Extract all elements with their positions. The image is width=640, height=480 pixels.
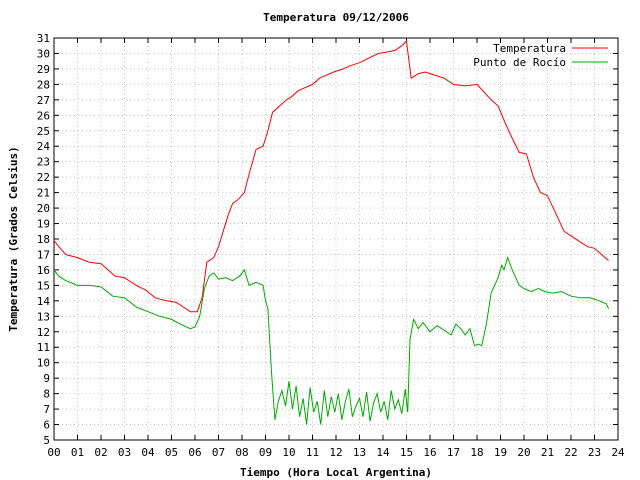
plot-border	[53, 37, 619, 441]
y-tick-label: 20	[37, 202, 50, 215]
x-tick-label: 09	[259, 446, 272, 459]
x-tick-label: 14	[376, 446, 390, 459]
x-tick-label: 18	[470, 446, 483, 459]
y-tick-label: 10	[37, 357, 50, 370]
y-tick-label: 13	[37, 310, 50, 323]
y-tick-label: 31	[37, 32, 50, 45]
y-tick-label: 29	[37, 63, 50, 76]
y-tick-label: 6	[43, 419, 50, 432]
x-tick-label: 21	[541, 446, 554, 459]
x-axis-label: Tiempo (Hora Local Argentina)	[240, 466, 432, 479]
x-tick-label: 20	[517, 446, 530, 459]
y-tick-label: 15	[37, 279, 50, 292]
x-tick-label: 06	[188, 446, 201, 459]
series-line-1	[53, 256, 610, 425]
y-tick-label: 26	[37, 109, 50, 122]
y-axis-label: Temperatura (Grados Celsius)	[7, 146, 20, 331]
y-axis: 5 6 7 8 9 10 11 12 13 14 15 16 17 18 19 20 21 22 23 24 25 26 2…	[37, 32, 618, 447]
x-tick-label: 24	[611, 446, 625, 459]
x-tick-label: 10	[282, 446, 295, 459]
x-tick-label: 19	[494, 446, 507, 459]
series-group	[53, 40, 610, 425]
y-tick-label: 5	[43, 434, 50, 447]
x-tick-label: 07	[212, 446, 225, 459]
y-tick-label: 27	[37, 94, 50, 107]
x-tick-label: 04	[141, 446, 155, 459]
y-tick-label: 18	[37, 233, 50, 246]
y-tick-label: 28	[37, 78, 50, 91]
x-tick-label: 15	[400, 446, 413, 459]
x-tick-label: 13	[353, 446, 366, 459]
x-tick-label: 00	[47, 446, 60, 459]
y-tick-label: 24	[37, 140, 51, 153]
x-tick-label: 16	[423, 446, 436, 459]
x-tick-label: 22	[564, 446, 577, 459]
x-tick-label: 12	[329, 446, 342, 459]
series-line-0	[53, 40, 609, 313]
y-tick-label: 16	[37, 264, 50, 277]
chart-title: Temperatura 09/12/2006	[263, 11, 409, 24]
y-tick-label: 30	[37, 47, 50, 60]
x-tick-label: 08	[235, 446, 248, 459]
y-tick-label: 14	[37, 295, 51, 308]
x-tick-label: 02	[94, 446, 107, 459]
x-tick-label: 17	[447, 446, 460, 459]
y-tick-label: 17	[37, 248, 50, 261]
grid	[54, 38, 618, 440]
y-tick-label: 19	[37, 218, 50, 231]
y-tick-label: 23	[37, 156, 50, 169]
y-tick-label: 22	[37, 171, 50, 184]
x-tick-label: 03	[118, 446, 131, 459]
y-tick-label: 7	[43, 403, 50, 416]
x-axis: 00 01 02 03 04 05 06 07 08 09 10 11 12 13 14 15 16 17 18 19…	[47, 38, 625, 459]
y-tick-label: 8	[43, 388, 50, 401]
x-tick-label: 11	[306, 446, 319, 459]
legend-label: Punto de Rocío	[473, 56, 566, 69]
y-tick-label: 9	[43, 372, 50, 385]
y-tick-label: 11	[37, 341, 50, 354]
legend-label: Temperatura	[493, 42, 566, 55]
y-tick-label: 25	[37, 125, 50, 138]
x-tick-label: 01	[71, 446, 84, 459]
x-tick-label: 05	[165, 446, 178, 459]
y-tick-label: 21	[37, 187, 50, 200]
x-tick-label: 23	[588, 446, 601, 459]
y-tick-label: 12	[37, 326, 50, 339]
